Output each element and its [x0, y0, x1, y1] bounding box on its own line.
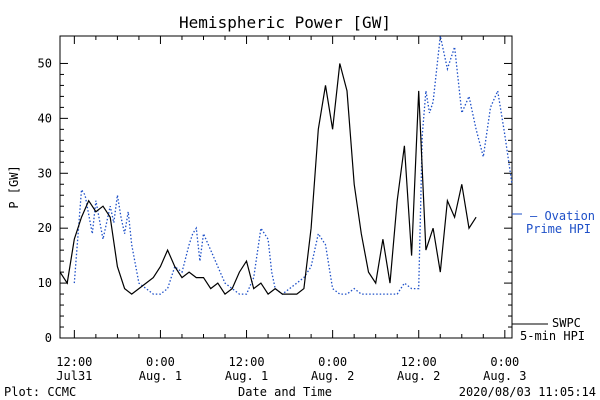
x-tick-label-time: 12:00: [401, 355, 437, 369]
x-tick-label-date: Jul31: [56, 369, 92, 383]
chart-title: Hemispheric Power [GW]: [179, 13, 391, 32]
plot-frame: [59, 35, 513, 339]
series-layer: [59, 35, 513, 295]
x-tick-label-time: 0:00: [318, 355, 347, 369]
y-tick-label: 0: [45, 331, 52, 345]
legend-swpc-label-2: 5-min HPI: [520, 329, 585, 343]
x-tick-label-date: Aug. 1: [225, 369, 268, 383]
x-tick-label-time: 12:00: [228, 355, 264, 369]
x-tick-label-date: Aug. 2: [311, 369, 354, 383]
y-tick-label: 10: [38, 276, 52, 290]
series-line-ovation-prime-hpi: [73, 35, 513, 295]
x-axis-label: Date and Time: [238, 385, 332, 399]
y-tick-label: 50: [38, 56, 52, 70]
x-tick-label-date: Aug. 2: [397, 369, 440, 383]
x-tick-label-date: Aug. 3: [483, 369, 526, 383]
timestamp: 2020/08/03 11:05:14: [459, 385, 596, 399]
x-tick-label-time: 0:00: [490, 355, 519, 369]
plot-credit: Plot: CCMC: [4, 385, 76, 399]
y-tick-label: 40: [38, 111, 52, 125]
legend-ovation-label-2: Prime HPI: [526, 222, 591, 236]
legend-swpc-label-1: SWPC: [552, 316, 581, 330]
y-axis: 0 10 20 30 40 50: [38, 56, 512, 345]
legend-ovation-label-1: — Ovation: [530, 209, 595, 223]
x-tick-label-date: Aug. 1: [139, 369, 182, 383]
y-axis-label: P [GW]: [7, 165, 21, 208]
y-tick-label: 20: [38, 221, 52, 235]
x-tick-label-time: 12:00: [56, 355, 92, 369]
series-line-swpc-5-min-hpi: [59, 63, 477, 295]
x-tick-label-time: 0:00: [146, 355, 175, 369]
y-tick-label: 30: [38, 166, 52, 180]
